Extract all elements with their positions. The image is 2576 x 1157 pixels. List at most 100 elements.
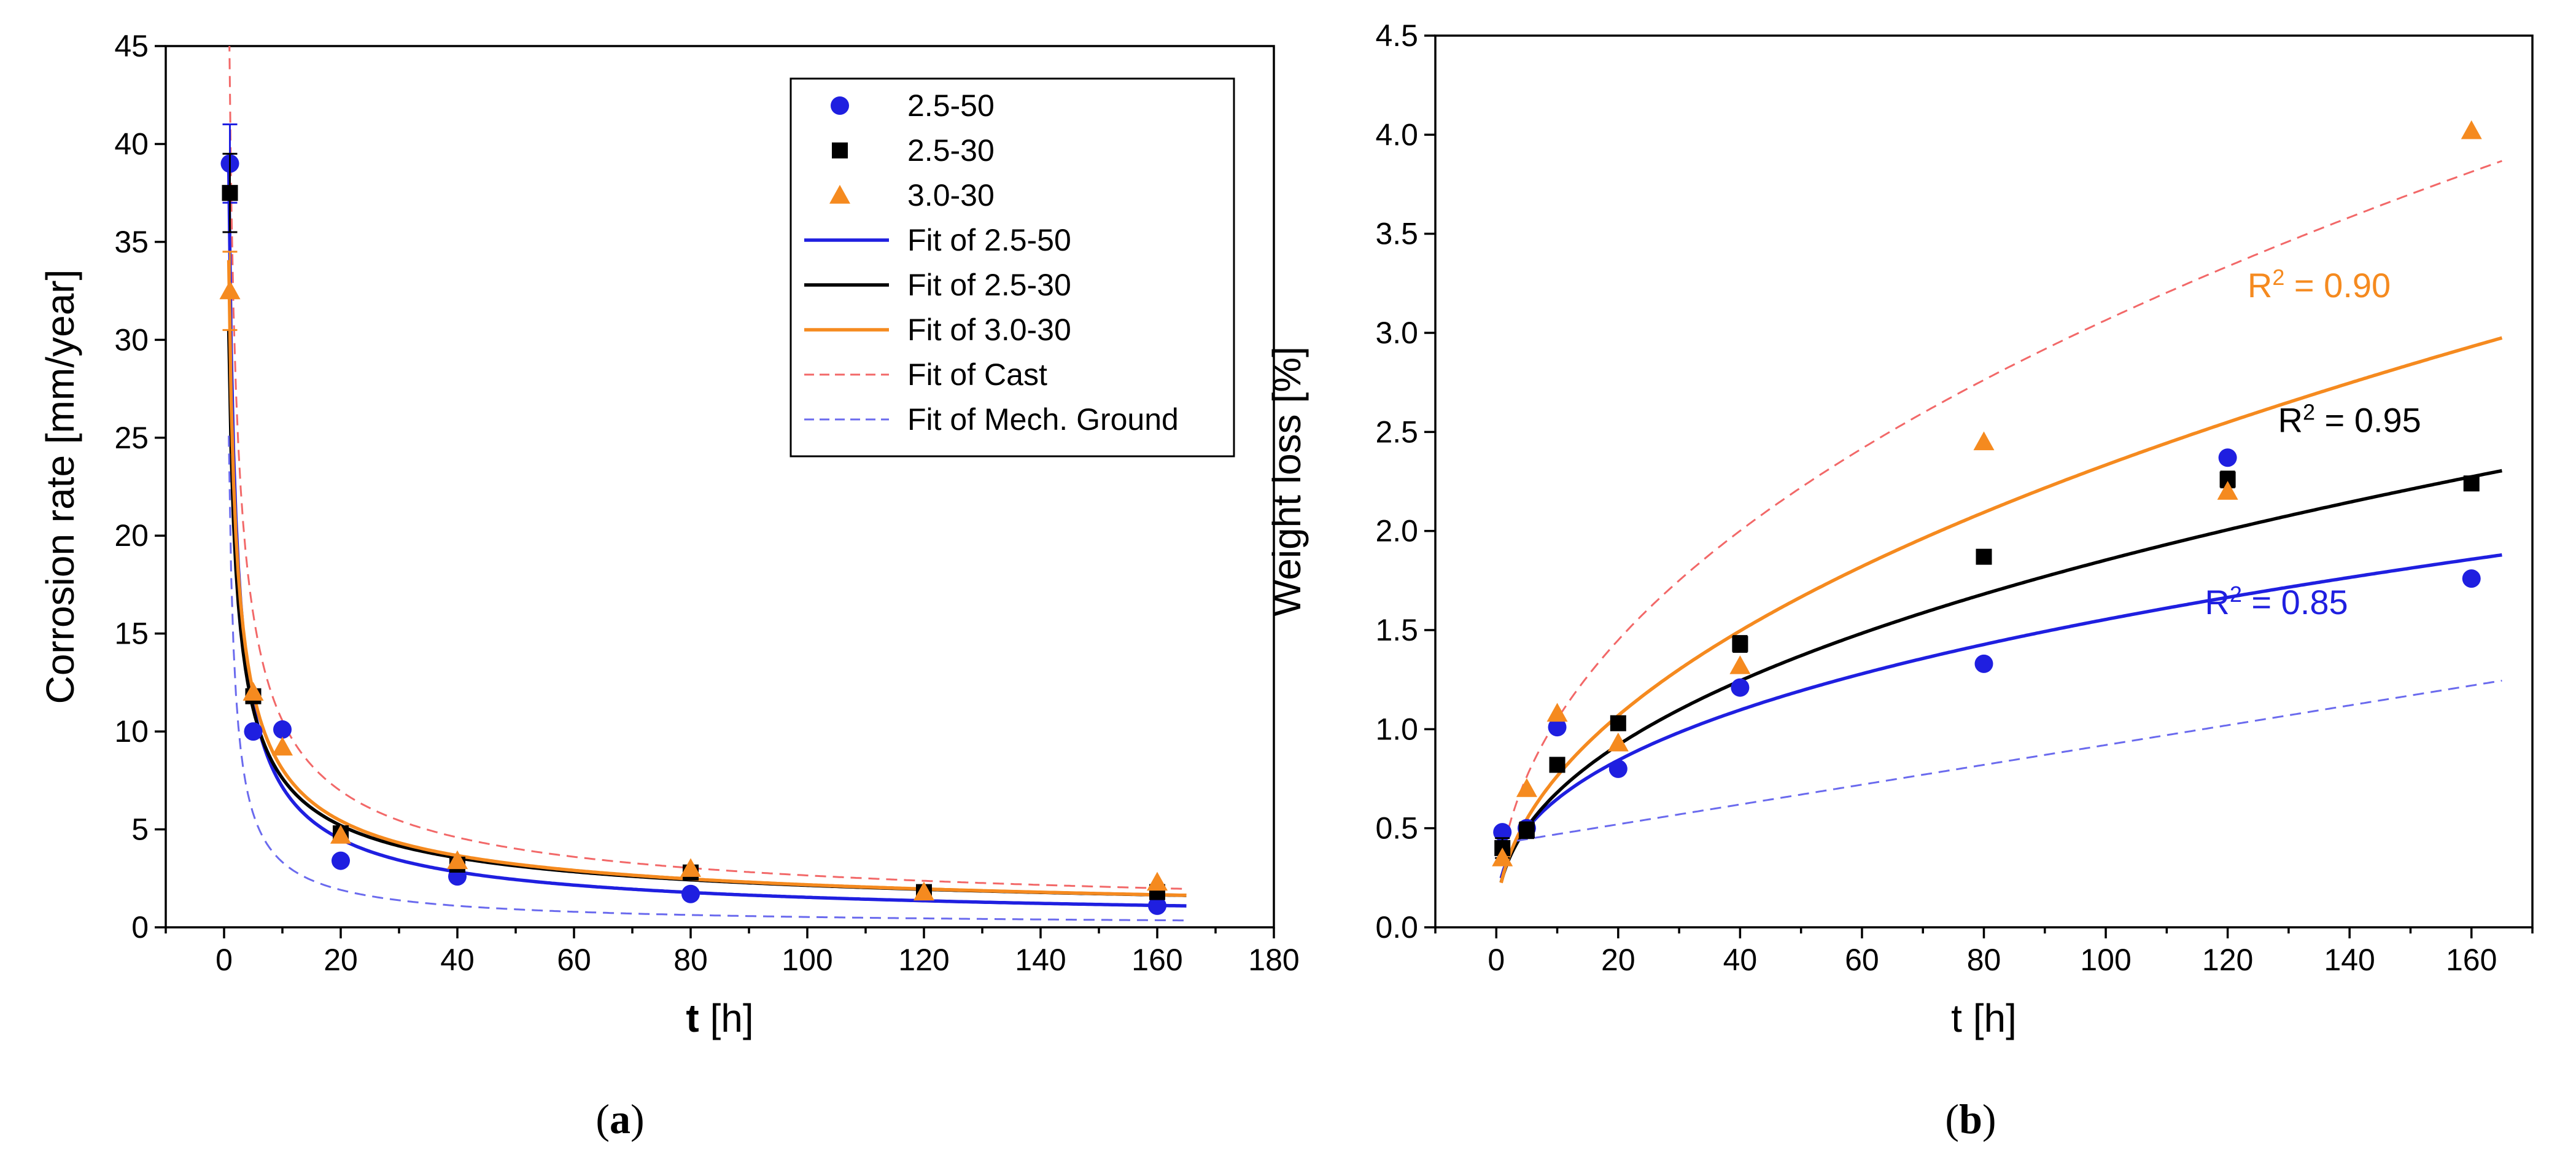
data-point <box>222 185 238 201</box>
caption-letter: b <box>1959 1096 1982 1142</box>
x-tick-label: 160 <box>2446 943 2497 977</box>
caption-paren-open: ( <box>1945 1096 1959 1142</box>
caption-paren-close: ) <box>630 1096 645 1142</box>
x-tick-label: 40 <box>1723 943 1758 977</box>
data-point <box>1732 636 1748 652</box>
r2-annotation: R2 = 0.90 <box>2248 264 2391 305</box>
y-tick-label: 4.5 <box>1375 18 1418 53</box>
data-point <box>1974 654 1993 673</box>
x-tick-label: 140 <box>2324 943 2375 977</box>
data-point <box>1493 823 1512 842</box>
legend-label: Fit of 2.5-30 <box>907 268 1071 302</box>
y-tick-label: 25 <box>114 421 149 455</box>
x-tick-label: 120 <box>2202 943 2253 977</box>
x-tick-label: 100 <box>2080 943 2131 977</box>
y-tick-label: 4.0 <box>1375 117 1418 152</box>
r2-superscript: 2 <box>2303 399 2315 424</box>
legend-label: 2.5-50 <box>907 88 995 123</box>
data-point <box>330 825 351 844</box>
data-point <box>1608 759 1627 778</box>
y-tick-label: 1.5 <box>1375 613 1418 647</box>
legend-label: Fit of 3.0-30 <box>907 313 1071 347</box>
series-3.0-30 <box>219 251 1168 901</box>
data-point <box>1729 655 1751 674</box>
y-tick-label: 3.5 <box>1375 217 1418 251</box>
data-point <box>219 280 241 300</box>
y-tick-label: 40 <box>114 127 149 161</box>
panel-a-corrosion-rate-chart: 0 20 40 60 80 100 120 140 160 180 0 5 10 15 20 25 30 35 40… <box>38 29 1300 1142</box>
data-point <box>272 736 293 756</box>
y-tick-label: 0 <box>131 910 149 945</box>
y-tick-label: 20 <box>114 518 149 553</box>
legend-marker <box>831 96 849 115</box>
data-point <box>1548 718 1567 737</box>
data-point <box>2462 569 2481 588</box>
fit-line <box>1499 336 2503 884</box>
r2-value: = 0.90 <box>2284 266 2391 305</box>
y-tick-label: 2.0 <box>1375 514 1418 548</box>
y-axis-title: Corrosion rate [mm/year] <box>38 270 82 704</box>
x-tick-label: 40 <box>440 943 475 977</box>
panel-caption-b: (b) <box>1945 1096 1996 1142</box>
fit-curves <box>1499 160 2503 884</box>
legend-label: Fit of 2.5-50 <box>907 223 1071 257</box>
data-point <box>2461 120 2482 139</box>
fit-line <box>228 435 1187 922</box>
y-tick-label: 10 <box>114 714 149 749</box>
x-tick-label: 140 <box>1015 943 1066 977</box>
legend-box <box>789 77 1235 458</box>
data-point <box>244 722 263 741</box>
panel-b-weight-loss-chart: 0 20 40 60 80 100 120 140 160 0.0 0.5 1.0 1.5 2.0 2.5 3… <box>1265 18 2534 1142</box>
x-tick-label: 0 <box>1488 943 1505 977</box>
x-tick-label: 120 <box>898 943 949 977</box>
data-point <box>1731 678 1750 697</box>
data-point <box>1518 822 1535 838</box>
data-point <box>1147 871 1168 891</box>
x-tick-label: 0 <box>215 943 233 977</box>
data-point <box>1516 778 1537 797</box>
r2-annotation: R2 = 0.85 <box>2205 582 2348 622</box>
fit-line <box>1500 160 2502 863</box>
r2-prefix: R <box>2248 266 2272 305</box>
data-point <box>1610 715 1626 731</box>
y-tick-label: 3.0 <box>1375 316 1418 350</box>
data-point <box>2218 448 2237 467</box>
r2-value: = 0.85 <box>2242 583 2348 621</box>
fit-line <box>227 260 1187 897</box>
data-point <box>1607 732 1629 752</box>
x-tick-label: 20 <box>1601 943 1635 977</box>
data-point <box>1976 548 1992 565</box>
legend-marker <box>832 142 848 158</box>
y-tick-label: 5 <box>131 812 149 847</box>
data-point <box>1492 847 1513 867</box>
data-point <box>273 720 292 739</box>
y-tick-label: 35 <box>114 225 149 259</box>
legend-label: 3.0-30 <box>907 178 995 212</box>
data-point <box>914 881 934 901</box>
legend-label: Fit of Mech. Ground <box>907 402 1179 437</box>
r2-superscript: 2 <box>2272 264 2284 289</box>
caption-paren-close: ) <box>1982 1096 1996 1142</box>
x-tick-label: 180 <box>1248 943 1299 977</box>
y-tick-label: 15 <box>114 617 149 651</box>
x-tick-label: 60 <box>1845 943 1879 977</box>
data-point <box>681 884 700 903</box>
y-tick-label: 45 <box>114 29 149 63</box>
r2-superscript: 2 <box>2230 582 2242 607</box>
data-point <box>332 851 350 870</box>
x-tick-label: 80 <box>673 943 708 977</box>
x-axis-title-unit: [h] <box>699 996 754 1040</box>
y-tick-label: 1.0 <box>1375 712 1418 746</box>
y-tick-label: 0.0 <box>1375 910 1418 945</box>
panel-caption-a: (a) <box>596 1096 644 1142</box>
data-point <box>1148 896 1166 915</box>
r2-prefix: R <box>2278 400 2303 439</box>
fit-line <box>1499 679 2502 845</box>
r2-annotation: R2 = 0.95 <box>2278 399 2421 440</box>
x-axis-title: t [h] <box>686 996 753 1040</box>
x-tick-label: 100 <box>782 943 832 977</box>
plot-frame <box>165 45 1275 929</box>
data-point <box>1973 431 1995 451</box>
caption-letter: a <box>610 1096 630 1142</box>
